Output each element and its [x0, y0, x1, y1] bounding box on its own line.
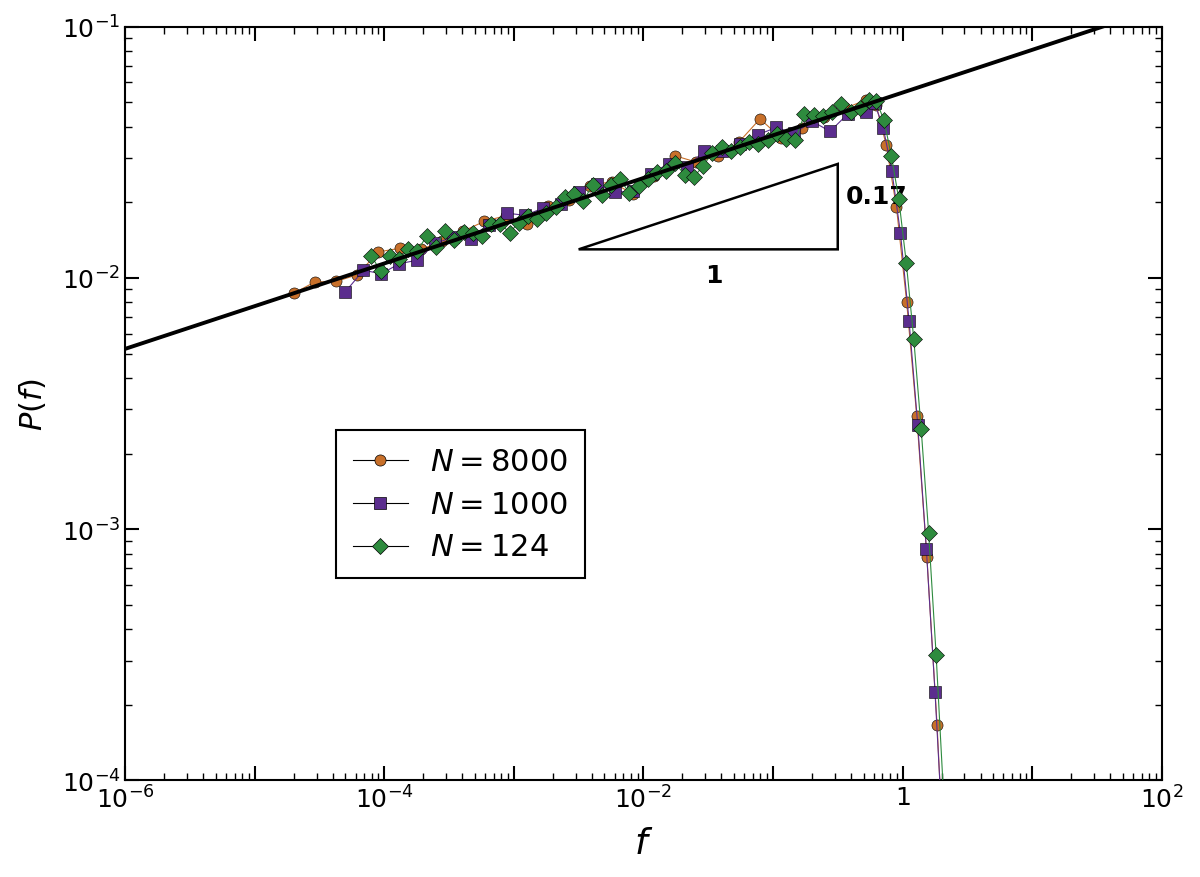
$N = 1000$ [607, 188, 622, 198]
$N = 124$ [806, 111, 821, 121]
$N = 124$ [733, 142, 748, 153]
$N = 1000$ [868, 99, 882, 110]
$N = 1000$ [884, 167, 899, 177]
$N = 8000$ [605, 177, 619, 188]
$N = 124$ [586, 180, 600, 190]
X-axis label: $f$: $f$ [634, 826, 653, 860]
$N = 8000$ [478, 217, 492, 227]
$N = 1000$ [571, 187, 586, 197]
$N = 8000$ [816, 112, 830, 123]
Text: 0.17: 0.17 [846, 185, 907, 209]
$N = 8000$ [796, 124, 810, 134]
$N = 8000$ [919, 553, 934, 563]
$N = 8000$ [859, 96, 874, 106]
$N = 1000$ [919, 545, 934, 555]
$N = 1000$ [553, 199, 568, 210]
$N = 1000$ [893, 229, 907, 239]
$N = 1000$ [841, 110, 856, 120]
$N = 1000$ [733, 140, 748, 151]
$N = 8000$ [371, 247, 385, 258]
$N = 1000$ [392, 260, 407, 270]
$N = 1000$ [482, 221, 497, 232]
$N = 8000$ [647, 171, 661, 182]
$N = 1000$ [859, 107, 874, 118]
$N = 8000$ [900, 297, 914, 308]
$N = 8000$ [869, 101, 883, 111]
$N = 1000$ [697, 146, 712, 157]
$N = 1000$ [410, 255, 425, 266]
$N = 1000$ [823, 127, 838, 138]
$N = 124$ [456, 227, 470, 238]
$N = 124$ [364, 252, 378, 262]
$N = 1000$ [428, 239, 443, 249]
$N = 1000$ [769, 123, 784, 133]
Y-axis label: $P(f)$: $P(f)$ [17, 378, 48, 431]
$N = 8000$ [689, 158, 703, 168]
Line: $N = 1000$: $N = 1000$ [340, 99, 992, 877]
$N = 1000$ [500, 209, 515, 219]
$N = 1000$ [911, 420, 925, 431]
$N = 8000$ [350, 270, 365, 281]
$N = 1000$ [338, 287, 353, 297]
$N = 124$ [779, 134, 793, 145]
$N = 8000$ [930, 720, 944, 731]
$N = 8000$ [838, 104, 852, 115]
$N = 1000$ [679, 162, 694, 173]
$N = 8000$ [774, 134, 788, 145]
$N = 1000$ [446, 232, 461, 243]
$N = 8000$ [392, 244, 407, 254]
$N = 8000$ [562, 196, 576, 206]
$N = 1000$ [374, 269, 389, 280]
$N = 8000$ [880, 141, 894, 152]
$N = 8000$ [732, 138, 746, 148]
$N = 1000$ [625, 187, 640, 197]
$N = 1000$ [751, 130, 766, 140]
$N = 8000$ [583, 182, 598, 192]
$N = 1000$ [715, 146, 730, 157]
$N = 8000$ [541, 202, 556, 212]
$N = 8000$ [668, 152, 683, 162]
$N = 8000$ [889, 203, 904, 213]
$N = 1000$ [643, 170, 658, 181]
$N = 8000$ [434, 237, 449, 247]
$N = 1000$ [876, 124, 890, 134]
$N = 8000$ [625, 189, 640, 200]
$N = 124$ [862, 96, 876, 106]
$N = 1000$ [464, 234, 479, 245]
$N = 8000$ [414, 245, 428, 255]
$N = 8000$ [287, 289, 301, 299]
Legend: $N = 8000$, $N = 1000$, $N = 124$: $N = 8000$, $N = 1000$, $N = 124$ [336, 431, 586, 579]
Line: $N = 124$: $N = 124$ [366, 96, 1001, 877]
$N = 8000$ [710, 152, 725, 162]
$N = 1000$ [936, 846, 950, 857]
$N = 1000$ [661, 159, 676, 169]
$N = 8000$ [910, 411, 924, 422]
$N = 1000$ [928, 687, 942, 697]
Line: $N = 8000$: $N = 8000$ [288, 96, 983, 877]
$N = 1000$ [356, 266, 371, 276]
$N = 8000$ [456, 226, 470, 237]
$N = 1000$ [535, 203, 550, 214]
$N = 1000$ [517, 210, 532, 221]
Text: 1: 1 [704, 264, 722, 288]
$N = 1000$ [902, 317, 917, 327]
$N = 8000$ [498, 211, 512, 222]
$N = 8000$ [329, 277, 343, 288]
$N = 8000$ [307, 277, 322, 288]
$N = 1000$ [787, 129, 802, 139]
$N = 1000$ [805, 117, 820, 127]
$N = 8000$ [520, 219, 534, 230]
$N = 1000$ [589, 179, 604, 189]
$N = 8000$ [752, 115, 767, 125]
